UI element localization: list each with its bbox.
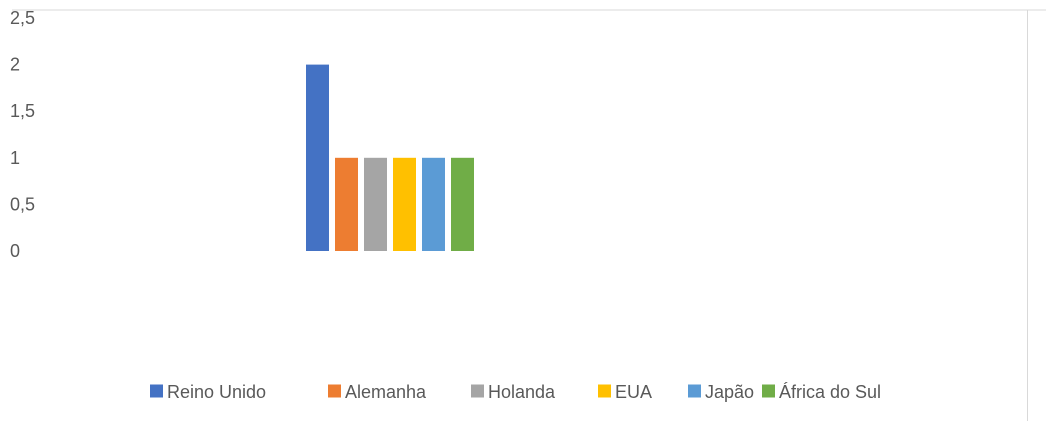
legend-label: EUA: [615, 382, 652, 402]
legend-swatch: [328, 384, 341, 398]
y-axis: 0 0,5 1 1,5 2 2,5: [10, 8, 35, 261]
legend-swatch: [150, 384, 163, 398]
legend-swatch: [762, 384, 775, 398]
legend-item-reino-unido: Reino Unido: [150, 382, 266, 402]
legend-label: Holanda: [488, 382, 556, 402]
bar-eua: [393, 157, 416, 251]
bar-africa-do-sul: [451, 157, 474, 251]
legend-label: Alemanha: [345, 382, 427, 402]
legend-swatch: [471, 384, 484, 398]
y-tick-label: 1: [10, 148, 20, 168]
legend-item-africa-do-sul: África do Sul: [762, 382, 881, 402]
legend-item-eua: EUA: [598, 382, 652, 402]
legend: Reino Unido Alemanha Holanda EUA Japão África…: [150, 382, 881, 402]
legend-item-holanda: Holanda: [471, 382, 556, 402]
legend-label: Reino Unido: [167, 382, 266, 402]
bar-japao: [422, 157, 445, 251]
y-tick-label: 1,5: [10, 101, 35, 121]
bars: [306, 64, 474, 251]
bar-reino-unido: [306, 64, 329, 251]
legend-swatch: [688, 384, 701, 398]
bar-holanda: [364, 157, 387, 251]
y-tick-label: 0,5: [10, 194, 35, 214]
legend-item-alemanha: Alemanha: [328, 382, 427, 402]
legend-label: África do Sul: [779, 382, 881, 402]
legend-label: Japão: [705, 382, 754, 402]
bar-alemanha: [335, 157, 358, 251]
y-tick-label: 0: [10, 241, 20, 261]
legend-item-japao: Japão: [688, 382, 754, 402]
y-tick-label: 2,5: [10, 8, 35, 28]
y-tick-label: 2: [10, 55, 20, 75]
legend-swatch: [598, 384, 611, 398]
